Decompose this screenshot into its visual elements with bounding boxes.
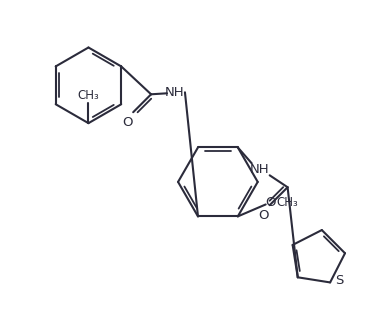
Text: NH: NH [165, 86, 185, 99]
Text: S: S [335, 274, 343, 287]
Text: O: O [122, 116, 132, 129]
Text: CH₃: CH₃ [277, 196, 298, 209]
Text: CH₃: CH₃ [77, 89, 99, 102]
Text: NH: NH [250, 163, 270, 176]
Text: O: O [265, 196, 276, 209]
Text: O: O [258, 209, 269, 222]
